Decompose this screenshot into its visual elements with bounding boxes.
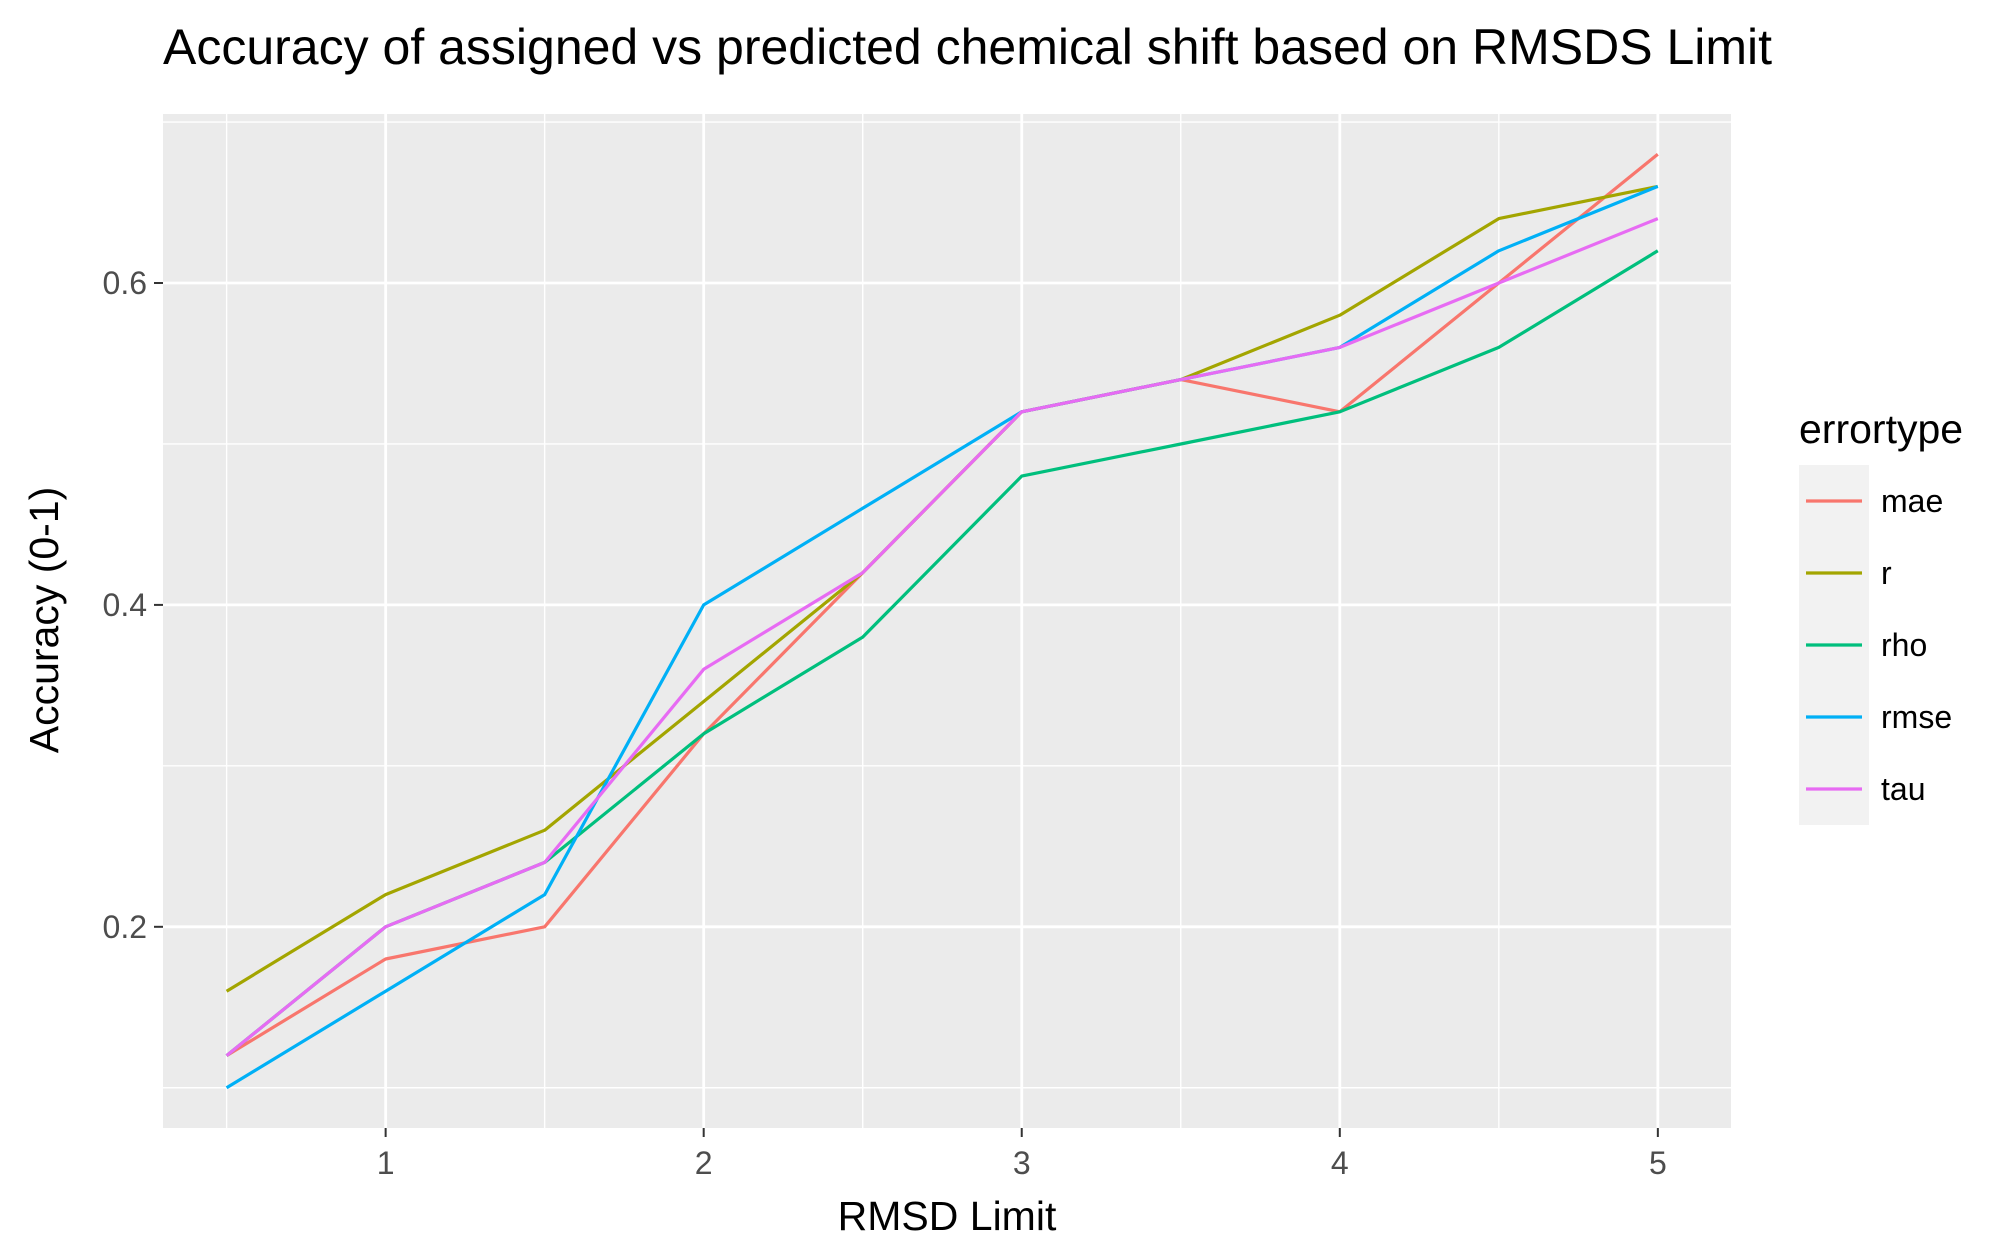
series-lines [225,152,1659,1090]
legend-label-r: r [1881,555,1892,591]
series-line-rmse [225,184,1659,1090]
legend-label-mae: mae [1881,483,1943,519]
chart-title: Accuracy of assigned vs predicted chemic… [163,19,1772,75]
y-axis-ticks: 0.2 0.4 0.6 [103,265,163,945]
x-tick-label: 2 [695,1145,713,1181]
y-tick-label: 0.4 [103,587,147,623]
series-line-tau [225,217,1659,1057]
legend-label-rmse: rmse [1881,699,1952,735]
x-axis-title: RMSD Limit [838,1193,1057,1239]
plot-panel [163,114,1731,1128]
x-axis-ticks: 1 2 3 4 5 [377,1128,1667,1181]
y-tick-label: 0.2 [103,909,147,945]
legend-label-tau: tau [1881,771,1925,807]
legend-items: mae r rho rmse tau [1799,465,1952,825]
x-tick-label: 3 [1013,1145,1031,1181]
x-tick-label: 5 [1649,1145,1667,1181]
x-tick-label: 1 [377,1145,395,1181]
y-axis-title: Accuracy (0-1) [21,487,67,754]
y-tick-label: 0.6 [103,265,147,301]
x-tick-label: 4 [1331,1145,1349,1181]
legend: errortype mae r rho rmse tau [1799,406,1963,825]
legend-label-rho: rho [1881,627,1927,663]
legend-title: errortype [1799,406,1963,452]
